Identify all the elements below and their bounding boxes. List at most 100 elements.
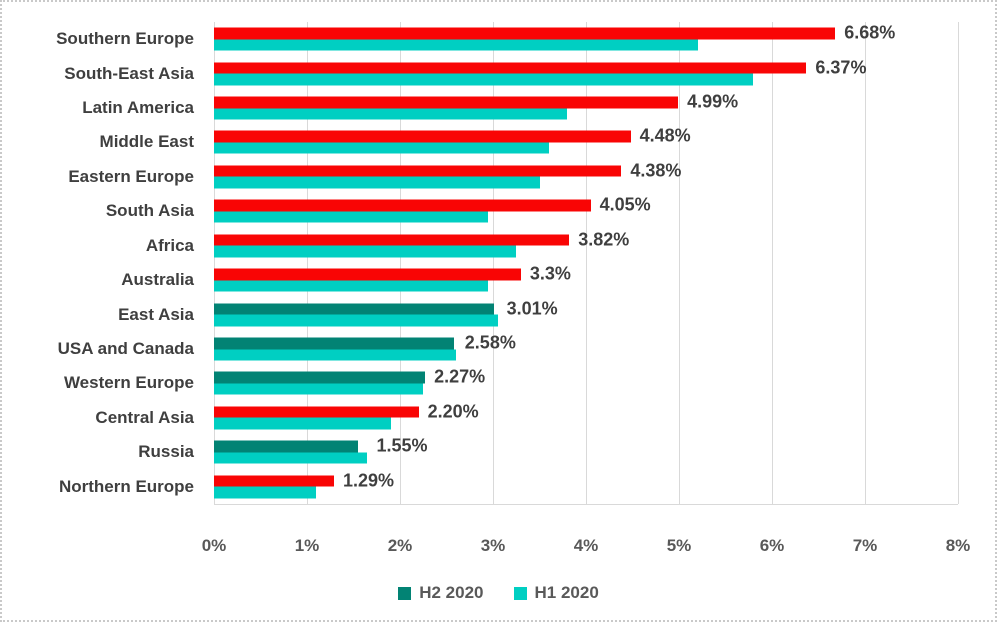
gridline (958, 22, 959, 504)
chart-row: 2.27% (214, 366, 958, 400)
bar-pair (214, 303, 958, 327)
category-label: South Asia (105, 201, 194, 221)
chart-row: 3.01% (214, 297, 958, 331)
chart-row: 1.55% (214, 435, 958, 469)
gridline (679, 22, 680, 504)
x-axis: 0% 1% 2% 3% 4% 5% 6% 7% 8% (202, 536, 971, 562)
bar-value-label: 2.27% (434, 366, 486, 387)
bar-h2-2020 (214, 62, 807, 74)
legend-swatch-h1-2020-icon (513, 586, 527, 600)
chart-row: 1.29% (214, 469, 958, 503)
gridline (865, 22, 866, 504)
bar-pair (214, 337, 958, 361)
x-axis-tick-label: 2% (387, 536, 413, 555)
x-axis-tick-label: 7% (852, 536, 878, 555)
category-label: South-East Asia (64, 63, 194, 83)
bar-value-label: 2.20% (427, 401, 479, 422)
gridline (586, 22, 587, 504)
gridline (493, 22, 494, 504)
chart-row: 4.48% (214, 125, 958, 159)
bar-h1-2020 (214, 349, 456, 361)
category-label: Central Asia (95, 407, 194, 427)
legend: H2 2020 H1 2020 (2, 583, 995, 603)
bar-h2-2020 (214, 371, 426, 384)
bar-h2-2020 (214, 165, 622, 177)
bar-value-label: 1.55% (376, 435, 428, 456)
plot-area: 6.68% 6.37% 4.99% 4.48% 4.38% 4.05% 3.82% 3.3% 3… (214, 22, 959, 505)
category-label: Western Europe (63, 373, 194, 393)
bar-h1-2020 (214, 383, 424, 395)
bar-h1-2020 (214, 142, 549, 154)
bar-h1-2020 (214, 417, 391, 430)
legend-label-h2-2020: H2 2020 (419, 583, 484, 602)
chart-row: 3.82% (214, 229, 958, 263)
chart-row: 4.05% (214, 194, 958, 228)
bar-h2-2020 (214, 303, 494, 315)
bar-h1-2020 (214, 314, 498, 327)
x-axis-tick-label: 3% (480, 536, 506, 555)
bar-h1-2020 (214, 73, 754, 86)
gridline (214, 22, 215, 504)
bar-value-label: 6.68% (844, 22, 896, 43)
bar-h2-2020 (214, 130, 631, 143)
bar-h1-2020 (214, 211, 489, 223)
bar-h2-2020 (214, 406, 419, 418)
bar-h2-2020 (214, 440, 359, 453)
category-label: Russia (138, 442, 194, 462)
bar-pair (214, 62, 958, 86)
bar-value-label: 3.01% (506, 298, 558, 319)
legend-label-h1-2020: H1 2020 (534, 583, 599, 602)
bar-h1-2020 (214, 486, 317, 499)
bar-h2-2020 (214, 96, 679, 109)
bar-value-label: 3.3% (529, 263, 571, 284)
bar-pair (214, 234, 958, 258)
legend-swatch-h2-2020-icon (398, 586, 412, 600)
bar-pair (214, 27, 958, 51)
bar-pair (214, 268, 958, 292)
category-label: Eastern Europe (68, 166, 194, 186)
bar-pair (214, 475, 958, 499)
chart-row: 2.58% (214, 332, 958, 366)
chart-row: 3.3% (214, 263, 958, 297)
bar-pair (214, 165, 958, 189)
bar-pair (214, 440, 958, 464)
bar-h2-2020 (214, 337, 454, 349)
bar-value-label: 1.29% (342, 470, 395, 491)
x-axis-tick-label: 5% (666, 536, 692, 555)
bar-h1-2020 (214, 280, 489, 292)
bar-h2-2020 (214, 27, 836, 40)
gridline (400, 22, 401, 504)
gridline (307, 22, 308, 504)
bar-pair (214, 199, 958, 223)
x-axis-tick-label: 1% (294, 536, 320, 555)
chart-row: 4.38% (214, 160, 958, 194)
category-label: East Asia (118, 304, 194, 324)
bar-h2-2020 (214, 199, 591, 212)
bar-h2-2020 (214, 475, 334, 487)
category-label: Australia (121, 270, 194, 290)
category-label: Middle East (99, 132, 194, 152)
gridline (772, 22, 773, 504)
category-label: USA and Canada (57, 339, 194, 358)
chart-row: 4.99% (214, 91, 958, 125)
category-axis: Southern Europe South-East Asia Latin Amer… (2, 22, 204, 504)
bar-value-label: 4.38% (630, 160, 682, 181)
category-label: Northern Europe (58, 476, 194, 496)
bar-pair (214, 96, 958, 120)
x-axis-tick-label: 0% (201, 536, 227, 555)
x-axis-tick-label: 8% (945, 536, 971, 555)
bar-value-label: 2.58% (464, 332, 516, 353)
bar-value-label: 6.37% (815, 57, 867, 78)
x-axis-tick-label: 4% (573, 536, 599, 555)
bar-value-label: 4.99% (687, 91, 739, 112)
category-label: Latin America (82, 98, 194, 118)
bar-h1-2020 (214, 39, 698, 51)
bar-h1-2020 (214, 452, 368, 464)
bar-h1-2020 (214, 245, 517, 258)
x-axis-tick-label: 6% (759, 536, 785, 555)
legend-item-h2-2020: H2 2020 (398, 583, 484, 603)
bar-h2-2020 (214, 268, 521, 281)
bar-h1-2020 (214, 176, 540, 189)
bar-value-label: 3.82% (578, 229, 630, 250)
